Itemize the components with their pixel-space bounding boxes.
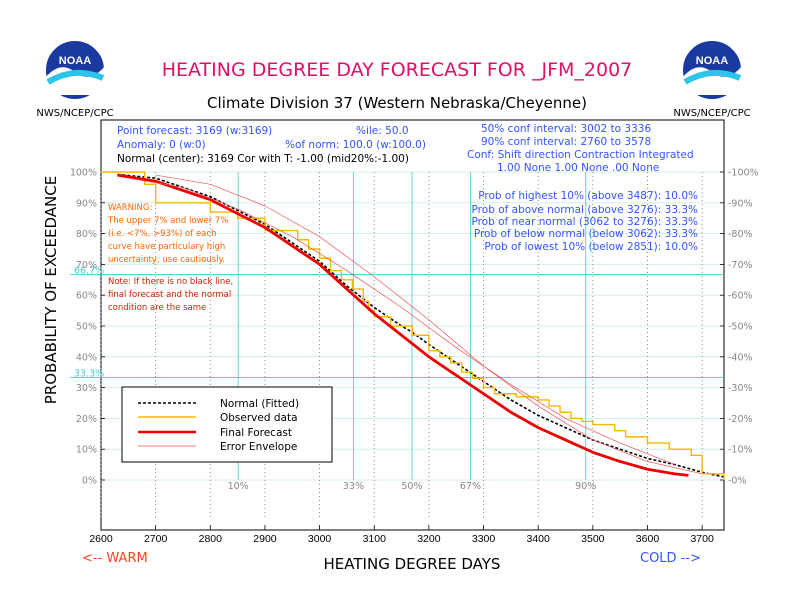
info-ci50: 50% conf interval: 3002 to 3336 — [481, 123, 651, 135]
percentile-label: 67% — [460, 481, 481, 492]
percentile-label: 10% — [228, 481, 249, 492]
agency-label-right: NWS/NCEP/CPC — [673, 108, 750, 119]
percentile-label: 90% — [575, 481, 596, 492]
x-tick-label: 2800 — [199, 533, 223, 545]
info-percent-normal: %of norm: 100.0 (w:100.0) — [285, 139, 426, 151]
noaa-logo-left: NOAA — [44, 39, 106, 101]
y-tick-label: -60% — [728, 291, 753, 302]
warning-line: curve have particulary high — [108, 242, 225, 252]
x-tick-label: 2700 — [144, 533, 168, 545]
ref-line-label: 66.7% — [74, 266, 104, 277]
y-tick-label: 80% — [76, 229, 97, 240]
prob-below-normal: Prob of below normal (below 3062): 33.3% — [474, 228, 698, 240]
noaa-logo-text-right: NOAA — [696, 55, 728, 67]
y-tick-label: -10% — [728, 445, 753, 456]
warm-label: <-- WARM — [82, 551, 148, 566]
y-tick-label: 10% — [76, 445, 97, 456]
warning-line: The upper 7% and lower 7% — [107, 216, 228, 226]
note-line: final forecast and the normal — [108, 290, 231, 300]
y-tick-label: -90% — [728, 198, 753, 209]
x-tick-label: 3500 — [581, 533, 605, 545]
prob-lowest-10: Prob of lowest 10% (below 2851): 10.0% — [484, 241, 698, 253]
x-axis-title: HEATING DEGREE DAYS — [324, 555, 501, 573]
x-tick-label: 3300 — [472, 533, 496, 545]
warning-block: WARNING: The upper 7% and lower 7% (i.e.… — [107, 203, 228, 265]
note-line: Note: If there is no black line, — [108, 277, 233, 287]
y-tick-label: 70% — [76, 260, 97, 271]
legend: Normal (Fitted) Observed data Final Fore… — [121, 386, 333, 463]
warning-line: (i.e. <7%, >93%) of each — [108, 229, 216, 239]
y-tick-label: 50% — [76, 322, 97, 333]
noaa-logo-text-left: NOAA — [59, 55, 91, 67]
info-conf-header: Conf: Shift direction Contraction Integr… — [467, 149, 694, 161]
series-line-observed-data — [101, 171, 725, 480]
y-tick-label: -20% — [728, 414, 753, 425]
y-tick-label: 90% — [76, 198, 97, 209]
grid-layer: 66.7% 33.3% 10% 33% 50% 67% 90% — [70, 171, 724, 520]
y-tick-label: 100% — [70, 168, 97, 179]
series-line-error-envelope — [128, 177, 675, 465]
y-tick-label: 30% — [76, 383, 97, 394]
x-tick-label: 2600 — [89, 533, 113, 545]
cold-label: COLD --> — [640, 551, 701, 566]
x-tick-label: 3400 — [527, 533, 551, 545]
percentile-label: 50% — [401, 481, 422, 492]
legend-label-forecast: Final Forecast — [220, 427, 292, 439]
legend-label-normal: Normal (Fitted) — [220, 398, 299, 410]
axes-layer: 0% -0% 10% -10% 20% -20% 30% -30% 40% -40% 50% -50%… — [70, 168, 759, 546]
info-left: Point forecast: 3169 (w:3169) %ile: 50.0… — [117, 125, 426, 165]
probability-block: Prob of highest 10% (above 3487): 10.0% … — [471, 190, 698, 253]
y-axis-title: PROBABILITY OF EXCEEDANCE — [42, 176, 60, 404]
note-block: Note: If there is no black line, final f… — [108, 277, 233, 313]
prob-near-normal: Prob of near normal (3062 to 3276): 33.3… — [471, 216, 698, 228]
series-line-error-envelope — [155, 174, 703, 475]
x-tick-label: 3100 — [363, 533, 387, 545]
chart-subtitle: Climate Division 37 (Western Nebraska/Ch… — [207, 94, 587, 112]
legend-label-observed: Observed data — [220, 412, 298, 424]
legend-box — [121, 386, 333, 463]
info-ci90: 90% conf interval: 2760 to 3578 — [481, 136, 651, 148]
warning-line: uncertainty; use cautiously. — [108, 255, 225, 265]
x-tick-label: 3000 — [308, 533, 332, 545]
ref-line-label: 33.3% — [74, 368, 104, 379]
percentile-label: 33% — [343, 481, 364, 492]
chart-title: HEATING DEGREE DAY FORECAST FOR _JFM_200… — [162, 59, 633, 81]
y-tick-label: -100% — [728, 168, 759, 179]
series-line-final-forecast — [117, 173, 689, 477]
agency-label-left: NWS/NCEP/CPC — [36, 108, 113, 119]
y-tick-label: 40% — [76, 352, 97, 363]
info-right: 50% conf interval: 3002 to 3336 90% conf… — [467, 123, 694, 174]
y-tick-label: -50% — [728, 322, 753, 333]
y-tick-label: -70% — [728, 260, 753, 271]
info-percentile: %ile: 50.0 — [356, 125, 409, 137]
series-layer — [101, 171, 725, 480]
y-tick-label: 60% — [76, 291, 97, 302]
noaa-logo-right: NOAA — [681, 39, 743, 101]
note-line: condition are the same — [108, 303, 206, 313]
y-tick-label: 0% — [82, 476, 97, 487]
info-normal-center: Normal (center): 3169 Cor with T: -1.00 … — [117, 153, 409, 165]
y-tick-label: -0% — [728, 476, 747, 487]
prob-above-normal: Prob of above normal (above 3276): 33.3% — [472, 204, 698, 216]
y-tick-label: -40% — [728, 352, 753, 363]
y-tick-label: 20% — [76, 414, 97, 425]
x-tick-label: 3200 — [417, 533, 441, 545]
y-tick-label: -30% — [728, 383, 753, 394]
x-tick-label: 3600 — [636, 533, 660, 545]
info-anomaly: Anomaly: 0 (w:0) — [117, 139, 206, 151]
prob-highest-10: Prob of highest 10% (above 3487): 10.0% — [478, 190, 698, 202]
x-tick-label: 2900 — [253, 533, 277, 545]
x-tick-label: 3700 — [690, 533, 714, 545]
info-point-forecast: Point forecast: 3169 (w:3169) — [117, 125, 272, 137]
warning-title: WARNING: — [108, 203, 152, 213]
legend-label-envelope: Error Envelope — [220, 441, 297, 453]
y-tick-label: -80% — [728, 229, 753, 240]
info-conf-values: 1.00 None 1.00 None .00 None — [497, 162, 659, 174]
